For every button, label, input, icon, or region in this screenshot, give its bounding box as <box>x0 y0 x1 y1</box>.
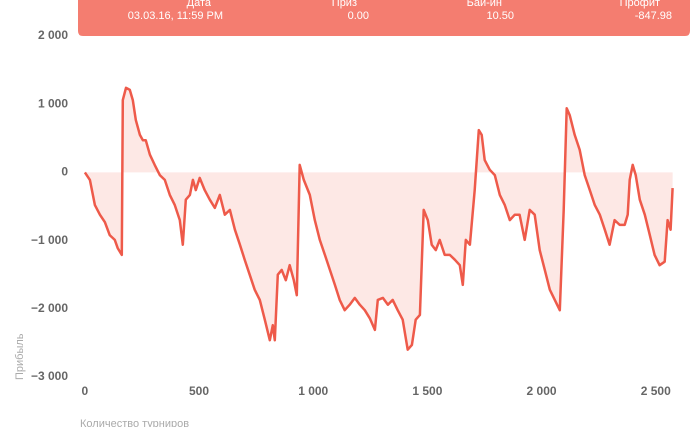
y-tick-label: 1 000 <box>38 96 68 110</box>
tooltip-value: 10.50 <box>486 10 514 22</box>
y-axis-label: Прибыль <box>14 333 26 380</box>
tooltip-label: Профит <box>620 0 660 9</box>
tooltip-label: Бай-ин <box>467 0 502 9</box>
x-tick-label: 1 000 <box>298 384 328 398</box>
tooltip-label: Дата <box>187 0 212 9</box>
tooltip-value: -847.98 <box>635 10 672 22</box>
y-tick-label: 0 <box>61 165 68 179</box>
x-tick-label: 1 500 <box>412 384 442 398</box>
tooltip-value: 0.00 <box>348 10 369 22</box>
y-tick-label: −2 000 <box>31 301 68 315</box>
tooltip-label: Приз <box>332 0 357 9</box>
x-tick-label: 0 <box>82 384 89 398</box>
y-tick-label: 2 000 <box>38 28 68 42</box>
x-axis-label: Количество турниров <box>80 418 189 427</box>
tooltip-box <box>78 0 690 36</box>
x-tick-label: 2 000 <box>527 384 557 398</box>
y-tick-label: −3 000 <box>31 369 68 383</box>
x-tick-label: 500 <box>189 384 209 398</box>
area <box>84 87 673 350</box>
line <box>83 86 674 351</box>
tooltip-value: 03.03.16, 11:59 PM <box>128 10 223 22</box>
y-tick-label: −1 000 <box>31 233 68 247</box>
x-tick-label: 2 500 <box>641 384 671 398</box>
